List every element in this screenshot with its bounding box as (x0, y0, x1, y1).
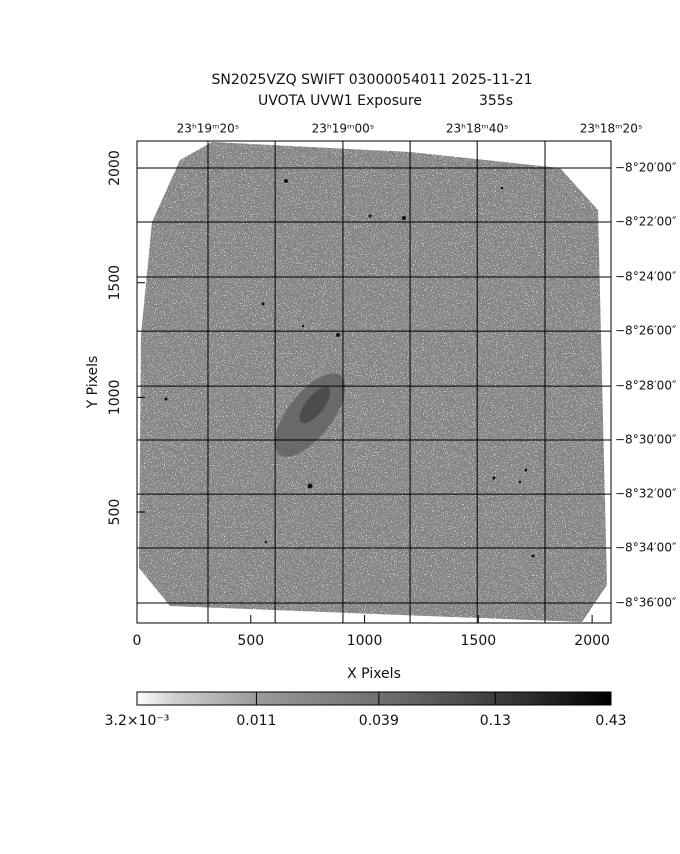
chart-title: SN2025VZQ SWIFT 03000054011 2025-11-21 (211, 72, 532, 88)
y-tick-label: 500 (107, 499, 123, 526)
colorbar-tick-label: 0.13 (480, 713, 511, 729)
dec-tick-label: −8°36′00″ (615, 596, 677, 610)
dec-tick-label: −8°30′00″ (615, 433, 677, 447)
x-axis-label: X Pixels (347, 666, 401, 682)
colorbar-tick-label: 0.011 (236, 713, 276, 729)
chart-subtitle: UVOTA UVW1 Exposure (258, 93, 422, 109)
dec-tick-label: −8°20′00″ (615, 161, 677, 175)
sky-image (139, 142, 607, 622)
y-tick-label: 1500 (107, 265, 123, 301)
ra-tick-label: 23ʰ18ᵐ40ˢ (446, 122, 509, 136)
ra-tick-label: 23ʰ18ᵐ20ˢ (580, 122, 643, 136)
x-tick-label: 1000 (347, 633, 383, 649)
colorbar-tick-label: 3.2×10⁻³ (105, 713, 170, 729)
x-tick-label: 500 (237, 633, 264, 649)
exposure-region (139, 142, 607, 622)
ra-tick-label: 23ʰ19ᵐ00ˢ (312, 122, 375, 136)
colorbar-tick-label: 0.43 (595, 713, 626, 729)
y-tick-label: 1000 (107, 380, 123, 416)
x-tick-label: 0 (133, 633, 142, 649)
stars (164, 179, 535, 558)
galaxy-core (299, 386, 331, 424)
y-tick-label: 2000 (107, 150, 123, 186)
dec-tick-label: −8°34′00″ (615, 541, 677, 555)
colorbar (136, 691, 612, 706)
dec-tick-label: −8°26′00″ (615, 324, 677, 338)
y-axis-label: Y Pixels (85, 356, 101, 410)
x-tick-label: 1500 (461, 633, 497, 649)
colorbar-tick-label: 0.039 (359, 713, 399, 729)
exposure-time: 355s (479, 93, 513, 109)
dec-tick-label: −8°22′00″ (615, 214, 677, 228)
ra-tick-label: 23ʰ19ᵐ20ˢ (177, 122, 240, 136)
dec-tick-label: −8°28′00″ (615, 379, 677, 393)
dec-tick-label: −8°24′00″ (615, 269, 677, 283)
x-tick-label: 2000 (574, 633, 610, 649)
dec-tick-label: −8°32′00″ (615, 487, 677, 501)
